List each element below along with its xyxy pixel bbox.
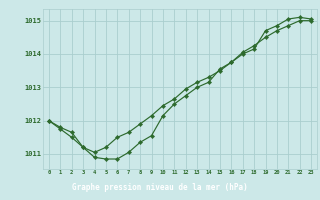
Text: Graphe pression niveau de la mer (hPa): Graphe pression niveau de la mer (hPa) — [72, 182, 248, 192]
